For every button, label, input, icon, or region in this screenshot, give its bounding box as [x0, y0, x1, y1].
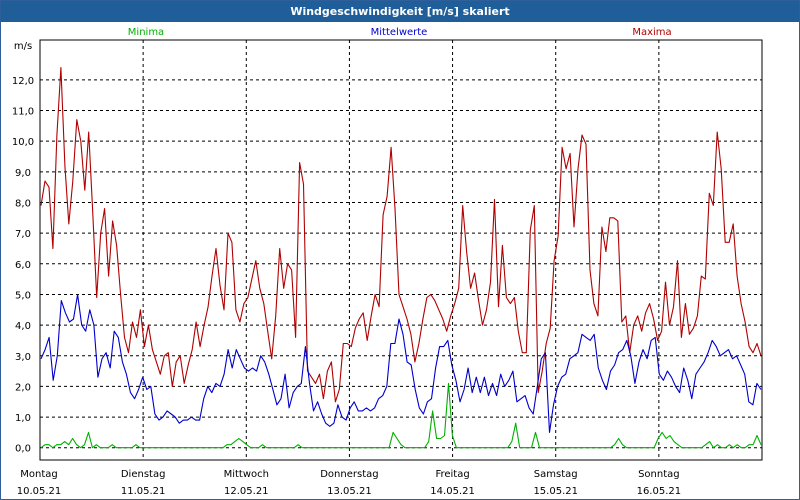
y-tick-label: 6,0 — [15, 260, 31, 271]
y-tick-label: 10,0 — [12, 137, 34, 148]
y-tick-label: 4,0 — [15, 321, 31, 332]
x-tick-date: 11.05.21 — [121, 486, 166, 497]
y-tick-label: 11,0 — [12, 107, 34, 118]
x-tick-day: Sonntag — [638, 469, 680, 480]
y-tick-label: 7,0 — [15, 229, 31, 240]
x-tick-day: Donnerstag — [320, 469, 378, 480]
x-tick-date: 16.05.21 — [637, 486, 682, 497]
x-tick-day: Freitag — [435, 469, 469, 480]
legend-minima: Minima — [128, 27, 164, 38]
y-tick-label: 8,0 — [15, 198, 31, 209]
legend-mittelwerte: Mittelwerte — [371, 27, 428, 38]
y-tick-label: 5,0 — [15, 290, 31, 301]
x-tick-date: 10.05.21 — [17, 486, 62, 497]
x-tick-day: Mittwoch — [224, 469, 269, 480]
x-tick-date: 15.05.21 — [533, 486, 578, 497]
y-tick-label: 2,0 — [15, 382, 31, 393]
x-tick-day: Samstag — [534, 469, 578, 480]
legend-maxima: Maxima — [632, 27, 671, 38]
series-line-maxima — [40, 67, 762, 403]
x-tick-day: Montag — [20, 469, 57, 480]
series-line-minima — [40, 382, 762, 449]
x-tick-date: 14.05.21 — [430, 486, 475, 497]
x-tick-day: Dienstag — [121, 469, 166, 480]
x-tick-date: 12.05.21 — [224, 486, 269, 497]
y-axis-label: m/s — [14, 41, 32, 52]
plot-area — [39, 39, 763, 461]
series-line-mittelwerte — [40, 293, 762, 433]
wind-speed-chart: 0,0 1,0 2,0 3,0 4,0 5,0 6,0 7,0 8,0 9,0 10,0 11,0 12… — [12, 27, 763, 497]
window-title: Windgeschwindigkeit [m/s] skaliert — [1, 1, 799, 22]
y-tick-label: 9,0 — [15, 168, 31, 179]
y-tick-label: 1,0 — [15, 413, 31, 424]
x-tick-date: 13.05.21 — [327, 486, 372, 497]
y-tick-label: 3,0 — [15, 352, 31, 363]
y-tick-label: 0,0 — [15, 444, 31, 455]
y-tick-label: 12,0 — [12, 76, 34, 87]
